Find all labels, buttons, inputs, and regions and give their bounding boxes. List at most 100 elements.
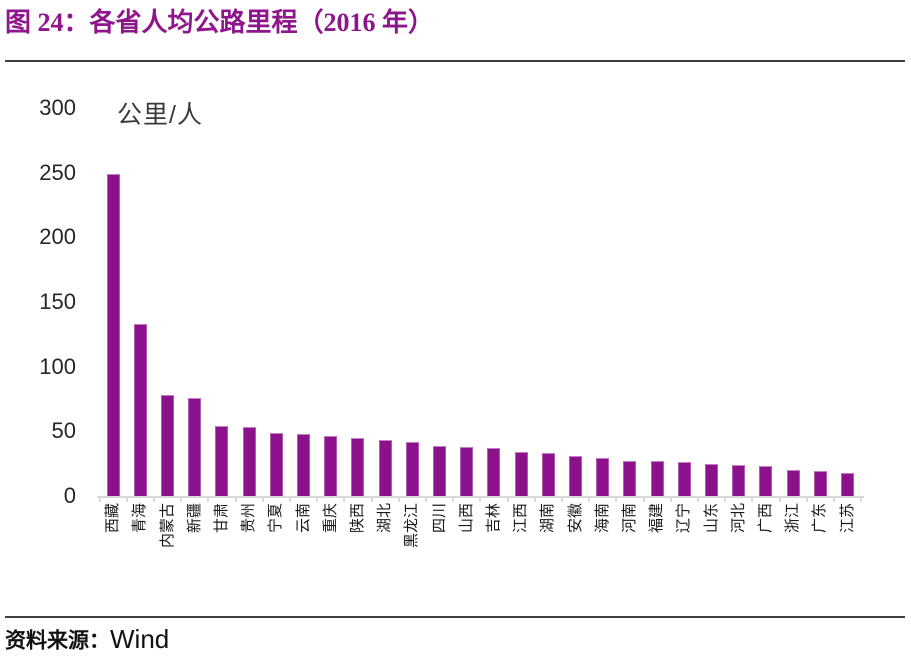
- bar: [759, 466, 773, 496]
- x-axis-tick: [642, 496, 645, 502]
- x-axis-tick: [152, 496, 155, 502]
- x-axis-label: 湖北: [376, 503, 394, 534]
- x-axis-label: 江苏: [838, 503, 856, 534]
- figure-title: 图 24：各省人均公路里程（2016 年）: [5, 8, 435, 37]
- y-axis-tick-label: 100: [39, 353, 76, 379]
- bar: [215, 426, 229, 496]
- bar: [705, 463, 718, 496]
- x-axis-label: 河北: [729, 503, 747, 534]
- x-axis-label: 福建: [648, 503, 666, 534]
- bar: [161, 395, 174, 496]
- x-axis-tick: [207, 496, 210, 502]
- x-axis-label: 河南: [620, 503, 638, 534]
- x-axis-tick: [397, 496, 400, 502]
- y-axis-unit-label: 公里/人: [117, 101, 203, 129]
- bar: [623, 461, 637, 496]
- bar: [514, 452, 528, 496]
- x-axis-label: 浙江: [784, 503, 802, 534]
- title-divider: [5, 60, 905, 62]
- x-axis-tick: [506, 496, 509, 502]
- bar: [297, 433, 310, 496]
- bar: [133, 323, 147, 496]
- footer-divider: [5, 616, 905, 618]
- x-axis-label: 山西: [457, 503, 475, 534]
- bar: [596, 458, 610, 496]
- bar: [786, 470, 800, 496]
- x-axis-label: 吉林: [484, 503, 502, 534]
- x-axis-tick: [288, 496, 291, 502]
- x-axis-tick: [234, 496, 237, 502]
- x-axis-label: 青海: [131, 503, 149, 534]
- bar: [351, 437, 365, 496]
- x-axis-tick: [343, 496, 346, 502]
- x-axis-tick: [778, 496, 781, 502]
- x-axis-label: 西藏: [104, 503, 122, 534]
- y-axis-tick-label: 150: [39, 288, 76, 314]
- x-axis-label: 宁夏: [267, 503, 285, 534]
- y-axis-tick-label: 0: [63, 483, 76, 508]
- bar: [460, 446, 474, 496]
- bar: [841, 472, 854, 496]
- x-axis-tick: [424, 496, 427, 502]
- x-axis-tick: [696, 496, 699, 502]
- x-axis-label: 陕西: [348, 503, 366, 534]
- bar: [378, 440, 392, 496]
- x-axis-tick: [370, 496, 373, 502]
- x-axis-tick: [615, 496, 618, 502]
- bar: [188, 397, 202, 496]
- x-axis-tick: [533, 496, 536, 502]
- x-axis-label: 重庆: [321, 503, 339, 534]
- x-axis-label: 湖南: [539, 503, 557, 534]
- x-axis-tick: [261, 496, 264, 502]
- source-value: Wind: [110, 624, 170, 654]
- bar: [569, 455, 582, 496]
- x-axis-tick: [98, 496, 101, 502]
- x-axis-label: 内蒙古: [158, 503, 176, 549]
- x-axis-label: 四川: [430, 503, 448, 534]
- x-axis-label: 广西: [756, 503, 774, 534]
- y-axis-tick-label: 250: [39, 159, 76, 185]
- x-axis-tick: [479, 496, 482, 502]
- bar: [677, 462, 691, 496]
- x-axis-tick: [125, 496, 128, 502]
- x-axis-label: 甘肃: [212, 503, 230, 534]
- x-axis-tick: [669, 496, 672, 502]
- bar: [650, 461, 664, 496]
- x-axis-tick: [452, 496, 455, 502]
- bar: [269, 432, 283, 496]
- x-axis-label: 黑龙江: [403, 503, 421, 549]
- bar: [813, 471, 827, 496]
- x-axis-label: 海南: [593, 503, 611, 534]
- bar: [405, 441, 419, 496]
- x-axis-tick: [805, 496, 808, 502]
- bar: [106, 173, 120, 496]
- x-axis-tick: [751, 496, 754, 502]
- x-axis-tick: [180, 496, 183, 502]
- source-label: 资料来源：: [5, 628, 110, 653]
- x-axis-tick: [832, 496, 835, 502]
- y-axis-tick-label: 50: [51, 418, 76, 444]
- bar: [324, 436, 338, 496]
- x-axis-tick: [316, 496, 319, 502]
- x-axis-label: 山东: [702, 503, 720, 534]
- bar: [487, 448, 501, 496]
- bar: [433, 445, 446, 496]
- x-axis-tick: [588, 496, 591, 502]
- x-axis-tick: [860, 496, 863, 502]
- source-note: 资料来源：Wind: [5, 624, 169, 655]
- x-axis-label: 新疆: [185, 503, 203, 534]
- x-axis-label: 辽宁: [675, 503, 693, 534]
- bar: [732, 464, 746, 496]
- x-axis-label: 江西: [512, 503, 530, 534]
- x-axis-label: 云南: [294, 503, 312, 534]
- x-axis-label: 广东: [811, 503, 829, 534]
- y-axis-tick-label: 300: [39, 94, 76, 120]
- x-axis-tick: [724, 496, 727, 502]
- bar: [242, 427, 256, 496]
- x-axis-label: 安徽: [566, 503, 584, 534]
- y-axis-tick-label: 200: [39, 224, 76, 250]
- bar: [541, 453, 555, 496]
- x-axis-label: 贵州: [240, 503, 258, 534]
- x-axis-tick: [560, 496, 563, 502]
